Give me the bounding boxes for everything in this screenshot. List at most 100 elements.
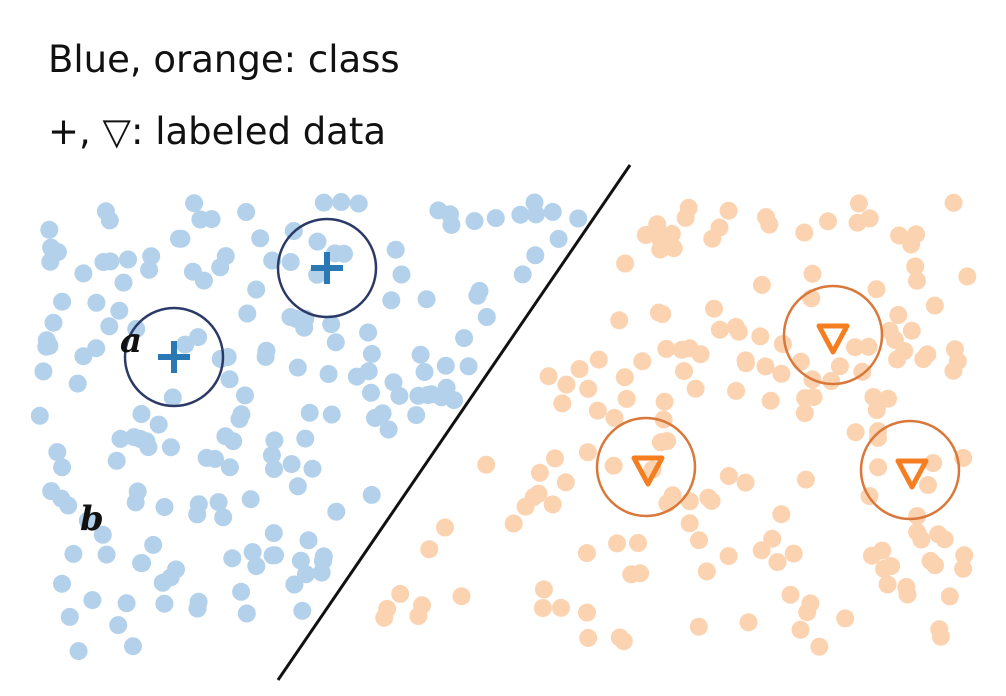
orange-point	[570, 360, 589, 378]
orange-point	[657, 339, 676, 358]
orange-point	[822, 372, 841, 390]
blue-point	[247, 280, 266, 299]
orange-point	[919, 476, 937, 495]
blue-point	[40, 336, 59, 355]
orange-point	[739, 613, 758, 632]
decision-boundary	[276, 164, 632, 681]
blue-point	[299, 531, 318, 550]
blue-point	[417, 290, 436, 309]
blue-point	[44, 313, 63, 332]
blue-point	[262, 446, 281, 465]
orange-point	[882, 557, 901, 576]
orange-point	[791, 352, 810, 371]
orange-point	[761, 391, 780, 410]
orange-point	[772, 505, 791, 524]
blue-point	[243, 543, 262, 562]
orange-point	[539, 367, 558, 386]
blue-point	[319, 365, 338, 383]
orange-point	[791, 620, 810, 639]
blue-point	[335, 244, 353, 263]
blue-point	[237, 203, 256, 221]
orange-point	[879, 389, 897, 408]
blue-point	[230, 410, 249, 429]
blue-point	[155, 594, 174, 613]
orange-point	[867, 280, 886, 299]
blue-point	[263, 251, 282, 270]
orange-point	[615, 368, 634, 387]
blue-point	[513, 265, 532, 284]
blue-point	[155, 498, 174, 516]
orange-point	[756, 357, 775, 376]
orange-point	[860, 209, 879, 228]
blue-point	[53, 458, 72, 477]
blue-point	[382, 291, 401, 310]
blue-point	[455, 329, 474, 348]
orange-point	[651, 240, 670, 259]
blue-point	[149, 415, 168, 434]
orange-point	[763, 529, 782, 548]
blue-point	[97, 545, 116, 564]
blue-point	[379, 420, 398, 439]
orange-point	[577, 544, 596, 563]
orange-point	[610, 311, 629, 330]
plus-marker-icon	[311, 252, 343, 284]
orange-point	[954, 559, 973, 578]
orange-point	[795, 223, 814, 242]
orange-point	[921, 551, 940, 570]
blue-point	[384, 373, 403, 392]
blue-point	[224, 432, 243, 451]
blue-point	[359, 323, 378, 342]
blue-point	[266, 546, 284, 565]
blue-point	[119, 250, 137, 269]
blue-point	[543, 202, 562, 221]
triangle-marker-icon	[816, 323, 850, 355]
blue-point	[477, 308, 496, 326]
blue-point	[322, 405, 341, 424]
blue-point	[459, 357, 478, 376]
blue-point	[422, 385, 441, 404]
orange-point	[629, 534, 647, 552]
orange-point	[617, 389, 636, 408]
blue-point	[132, 405, 151, 423]
blue-point	[87, 339, 106, 358]
orange-point	[889, 306, 908, 324]
blue-point	[232, 582, 251, 601]
orange-point	[616, 254, 635, 273]
orange-point	[925, 296, 944, 315]
orange-point	[869, 458, 888, 477]
blue-point	[185, 194, 204, 213]
blue-point	[327, 502, 346, 521]
orange-point	[810, 637, 829, 656]
orange-point	[819, 212, 837, 231]
orange-point	[375, 608, 394, 627]
orange-point	[781, 585, 800, 604]
orange-point	[676, 208, 695, 227]
blue-point	[48, 443, 67, 462]
blue-point	[144, 535, 163, 554]
blue-point	[415, 363, 434, 381]
blue-point	[211, 258, 230, 277]
blue-point	[264, 524, 283, 543]
blue-point	[69, 642, 88, 661]
orange-point	[578, 603, 596, 622]
orange-point	[796, 389, 815, 408]
orange-point	[699, 488, 718, 507]
blue-point	[436, 356, 455, 375]
blue-point	[197, 448, 216, 467]
orange-point	[830, 357, 849, 376]
orange-point	[633, 352, 652, 371]
orange-point	[524, 488, 543, 506]
orange-point	[736, 354, 755, 373]
blue-point	[314, 193, 333, 212]
blue-point	[209, 493, 228, 512]
orange-point	[504, 514, 523, 533]
orange-point	[534, 580, 553, 599]
orange-point	[908, 507, 927, 526]
blue-point	[411, 345, 430, 364]
orange-point	[557, 375, 576, 394]
orange-point	[543, 495, 562, 514]
blue-point	[110, 301, 129, 320]
plus-marker-icon	[158, 341, 190, 373]
orange-point	[752, 541, 771, 560]
blue-point	[409, 386, 428, 405]
